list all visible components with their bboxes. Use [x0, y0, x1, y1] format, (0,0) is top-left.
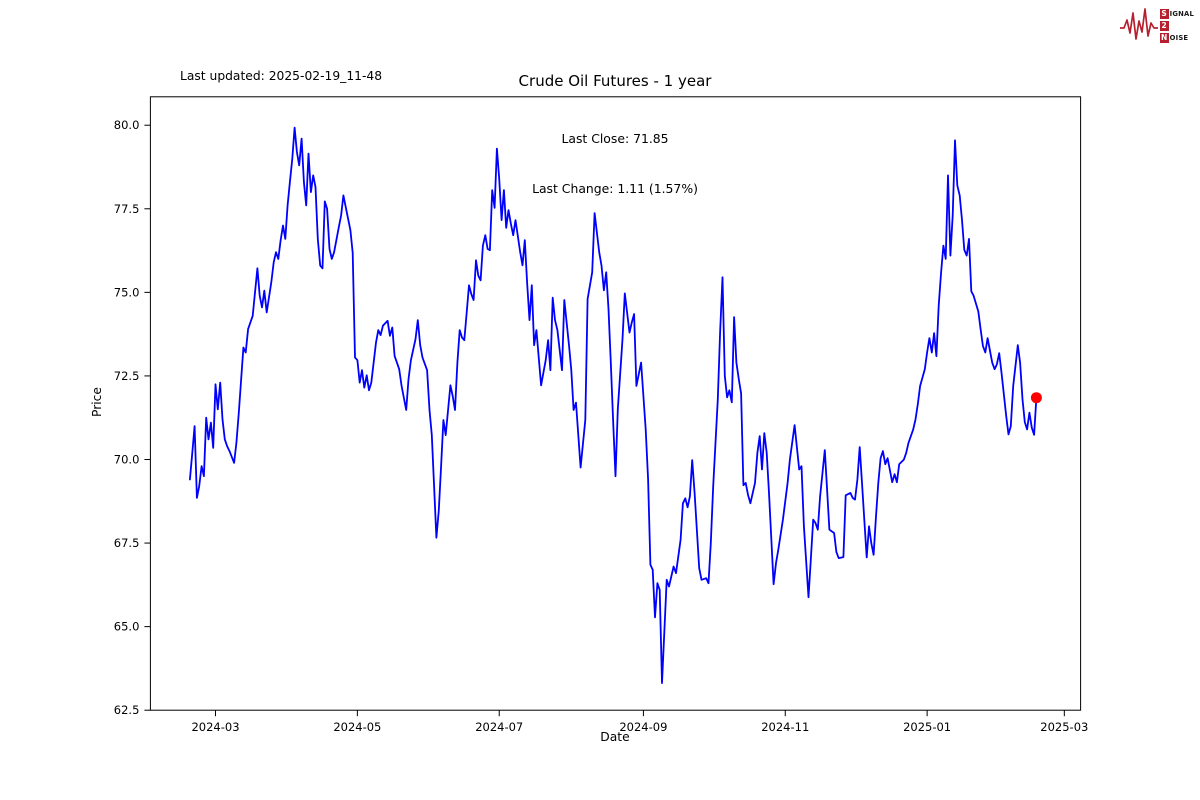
y-tick-label: 70.0	[114, 452, 140, 466]
logo-row-noise: N OISE	[1159, 33, 1189, 43]
x-tick-label: 2024-03	[191, 720, 239, 734]
y-tick-label: 72.5	[114, 369, 140, 383]
x-tick-label: 2024-09	[619, 720, 667, 734]
logo-box-s: S	[1159, 9, 1169, 19]
last-close-line: Last Close: 71.85	[561, 131, 669, 146]
heartbeat-waveform-icon	[1119, 8, 1158, 40]
y-tick-label: 62.5	[114, 703, 140, 717]
x-tick-label: 2025-03	[1040, 720, 1088, 734]
x-axis-label: Date	[600, 730, 630, 744]
chart-title: Crude Oil Futures - 1 year	[518, 72, 712, 90]
logo-box-2: 2	[1159, 21, 1169, 31]
signal-2-noise-logo: S IGNAL 2 N OISE	[1119, 5, 1194, 47]
y-tick-label: 65.0	[114, 620, 140, 634]
last-updated-text: Last updated: 2025-02-19_11-48	[180, 69, 383, 83]
logo-text: S IGNAL 2 N OISE	[1159, 9, 1194, 44]
price-line-series	[188, 126, 1038, 684]
y-axis-label: Price	[90, 387, 104, 417]
logo-box-n: N	[1159, 33, 1169, 43]
last-change-line: Last Change: 1.11 (1.57%)	[532, 180, 698, 196]
y-tick-label: 80.0	[114, 118, 140, 132]
x-tick-label: 2024-11	[761, 720, 809, 734]
plot-border	[149, 96, 1082, 711]
x-tick-label: 2024-07	[475, 720, 523, 734]
y-tick-label: 67.5	[114, 536, 140, 550]
y-tick-label: 75.0	[114, 285, 140, 299]
last-close-marker-dot	[1030, 392, 1042, 404]
logo-row-signal: S IGNAL	[1159, 9, 1194, 19]
y-tick-label: 77.5	[114, 202, 140, 216]
last-close-annotation: Last Close: 71.85 Last Change: 1.11 (1.5…	[415, 98, 815, 230]
logo-row-2: 2	[1159, 21, 1194, 32]
x-tick-label: 2024-05	[333, 720, 381, 734]
axis-ticks: 62.5 65.0 67.5 70.0 72.5 75.0 77.5 80.0 2024-03 2…	[114, 118, 1089, 734]
x-tick-label: 2025-01	[903, 720, 951, 734]
